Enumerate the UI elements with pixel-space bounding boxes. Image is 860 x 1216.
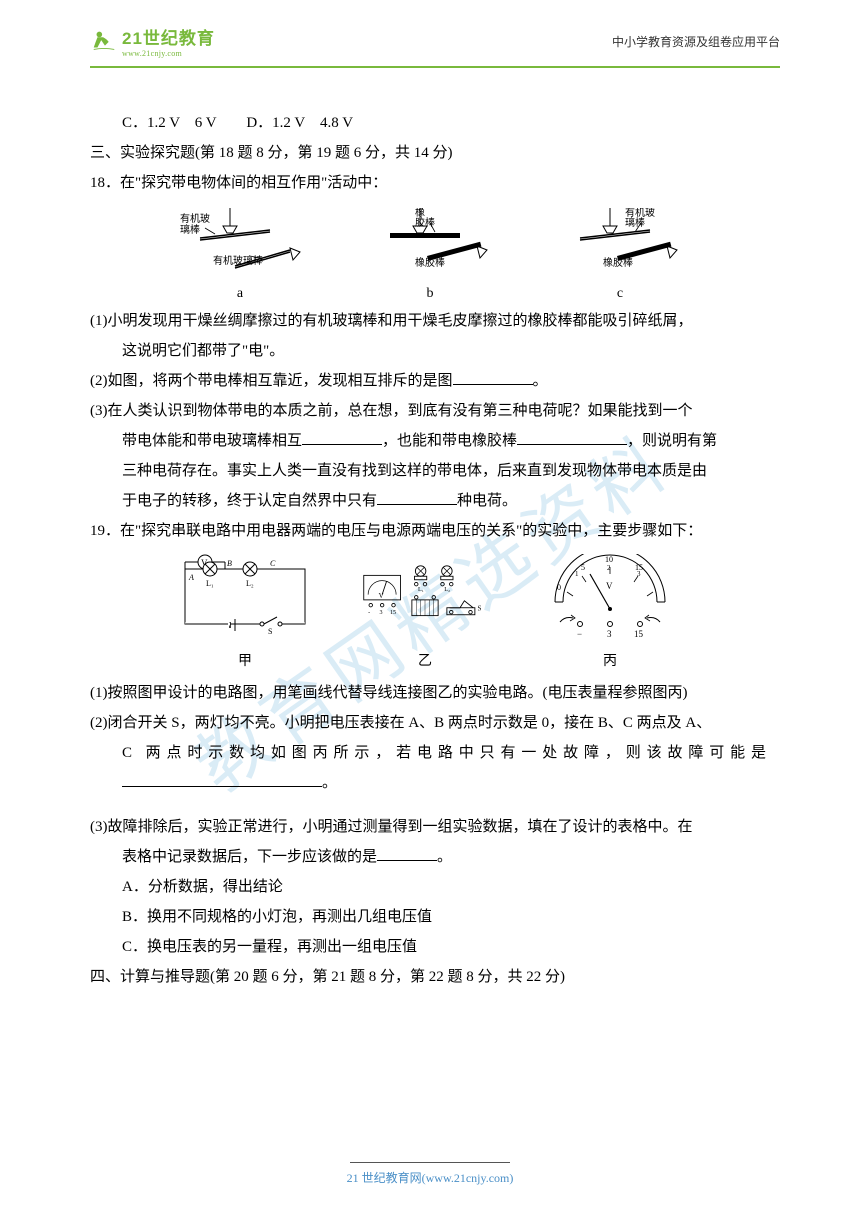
q18-diagram-row: 有机玻 璃棒 有机玻璃棒 a 橡 胶棒 橡胶棒 (90, 208, 770, 302)
q19-2-line1: (2)闭合开关 S，两灯均不亮。小明把电压表接在 A、B 两点时示数是 0，接在… (90, 708, 770, 738)
svg-text:L₂: L₂ (444, 587, 450, 593)
svg-text:橡胶棒: 橡胶棒 (603, 256, 633, 269)
q18-3b-3: ，则说明有第 (627, 433, 717, 449)
q18-2-text-b: 。 (533, 373, 548, 389)
svg-text:V: V (606, 581, 613, 591)
q19-circuit-row: V A L₁ B L₂ C (90, 554, 770, 670)
q19-3-line2: 表格中记录数据后，下一步应该做的是 。 (90, 842, 770, 872)
svg-text:2: 2 (607, 564, 611, 572)
circuit-diagram-jia-icon: V A L₁ B L₂ C (175, 554, 315, 644)
svg-text:0: 0 (557, 583, 561, 592)
q19-2-line2: C 两点时示数均如图丙所示，若电路中只有一处故障，则该故障可能是 (90, 738, 770, 768)
svg-text:-: - (368, 610, 370, 616)
blank-q18-3-3[interactable] (377, 490, 457, 505)
q18-3-line2: 带电体能和带电玻璃棒相互 ，也能和带电橡胶棒 ，则说明有第 (90, 426, 770, 456)
blank-q19-2[interactable] (122, 772, 322, 787)
q18-3d-2: 种电荷。 (457, 493, 517, 509)
q19-opt-c: C．换电压表的另一量程，再测出一组电压值 (90, 932, 770, 962)
blank-q18-3-2[interactable] (517, 430, 627, 445)
section-3-heading: 三、实验探究题(第 18 题 8 分，第 19 题 6 分，共 14 分) (90, 138, 770, 168)
svg-text:S: S (268, 627, 272, 636)
svg-text:A: A (188, 573, 194, 582)
blank-q18-2[interactable] (453, 370, 533, 385)
q19-2c: 。 (322, 775, 337, 791)
circuit-jia-label: 甲 (238, 650, 252, 670)
svg-text:V: V (379, 592, 384, 600)
q18-3-line4: 于电子的转移，终于认定自然界中只有 种电荷。 (90, 486, 770, 516)
q18-3-line3: 三种电荷存在。事实上人类一直没有找到这样的带电体，后来直到发现物体带电本质是由 (90, 456, 770, 486)
circuit-bing: 0 5 1 10 2 15 3 V − 3 15 丙 (535, 554, 685, 670)
svg-text:有机玻: 有机玻 (180, 212, 210, 225)
q18-3-line1: (3)在人类认识到物体带电的本质之前，总在想，到底有没有第三种电荷呢？如果能找到… (90, 396, 770, 426)
logo-section: 21世纪教育 www.21cnjy.com (90, 24, 215, 58)
blank-q18-3-1[interactable] (302, 430, 382, 445)
diagram-18b: 橡 胶棒 橡胶棒 b (365, 208, 495, 302)
logo-main-text: 21世纪教育 (122, 24, 215, 49)
logo-icon (90, 27, 118, 55)
svg-text:3: 3 (637, 570, 641, 578)
svg-text:有机玻璃棒: 有机玻璃棒 (213, 254, 263, 267)
option-line-cd: C．1.2 V 6 V D．1.2 V 4.8 V (90, 108, 770, 138)
circuit-diagram-yi-icon: V - 3 15 L₁ L₂ (355, 554, 495, 644)
svg-text:橡胶棒: 橡胶棒 (415, 256, 445, 269)
diagram-18b-label: b (427, 286, 434, 302)
q18-1-line1: (1)小明发现用干燥丝绸摩擦过的有机玻璃棒和用干燥毛皮摩擦过的橡胶棒都能吸引碎纸… (90, 306, 770, 336)
svg-text:15: 15 (634, 629, 644, 639)
svg-text:L₁: L₁ (418, 587, 424, 593)
circuit-yi: V - 3 15 L₁ L₂ (355, 554, 495, 670)
diagram-18c-label: c (617, 286, 623, 302)
q18-1-line2: 这说明它们都带了"电"。 (90, 336, 770, 366)
svg-text:C: C (270, 559, 276, 568)
footer-text: 21 世纪教育网(www.21cnjy.com) (0, 1169, 860, 1186)
q19-stem: 19．在"探究串联电路中用电器两端的电压与电源两端电压的关系"的实验中，主要步骤… (90, 516, 770, 546)
circuit-yi-label: 乙 (418, 650, 432, 670)
q18-2-text-a: (2)如图，将两个带电棒相互靠近，发现相互排斥的是图 (90, 373, 453, 389)
svg-text:−: − (577, 629, 582, 639)
q19-2-line3: 。 (90, 768, 770, 798)
svg-text:1: 1 (575, 570, 579, 578)
svg-text:3: 3 (607, 629, 612, 639)
page-header: 21世纪教育 www.21cnjy.com 中小学教育资源及组卷应用平台 (90, 0, 780, 68)
footer-divider (350, 1162, 510, 1163)
diagram-18a-label: a (237, 286, 243, 302)
svg-text:3: 3 (380, 610, 383, 616)
svg-text:S: S (478, 604, 482, 612)
svg-text:15: 15 (390, 610, 396, 616)
rod-diagram-b-icon: 橡 胶棒 橡胶棒 (365, 208, 495, 278)
header-platform-text: 中小学教育资源及组卷应用平台 (612, 33, 780, 50)
q19-1-line: (1)按照图甲设计的电路图，用笔画线代替导线连接图乙的实验电路。(电压表量程参照… (90, 678, 770, 708)
q18-3b-2: ，也能和带电橡胶棒 (382, 433, 517, 449)
q18-3d-1: 于电子的转移，终于认定自然界中只有 (122, 493, 377, 509)
q19-opt-a: A．分析数据，得出结论 (90, 872, 770, 902)
q19-3b-1: 表格中记录数据后，下一步应该做的是 (122, 849, 377, 865)
q19-3-line1: (3)故障排除后，实验正常进行，小明通过测量得到一组实验数据，填在了设计的表格中… (90, 812, 770, 842)
page-content: C．1.2 V 6 V D．1.2 V 4.8 V 三、实验探究题(第 18 题… (0, 68, 860, 1012)
section-4-heading: 四、计算与推导题(第 20 题 6 分，第 21 题 8 分，第 22 题 8 … (90, 962, 770, 992)
logo-text: 21世纪教育 www.21cnjy.com (122, 24, 215, 58)
q19-3b-2: 。 (437, 849, 452, 865)
q19-opt-b: B．换用不同规格的小灯泡，再测出几组电压值 (90, 902, 770, 932)
svg-text:10: 10 (605, 555, 613, 564)
svg-text:L₂: L₂ (246, 579, 254, 588)
blank-q19-3[interactable] (377, 846, 437, 861)
circuit-bing-label: 丙 (603, 650, 617, 670)
q18-2-line: (2)如图，将两个带电棒相互靠近，发现相互排斥的是图 。 (90, 366, 770, 396)
circuit-jia: V A L₁ B L₂ C (175, 554, 315, 670)
rod-diagram-a-icon: 有机玻 璃棒 有机玻璃棒 (175, 208, 305, 278)
rod-diagram-c-icon: 有机玻 璃棒 橡胶棒 (555, 208, 685, 278)
spacer (90, 798, 770, 812)
svg-text:5: 5 (581, 563, 585, 572)
diagram-18a: 有机玻 璃棒 有机玻璃棒 a (175, 208, 305, 302)
diagram-18c: 有机玻 璃棒 橡胶棒 c (555, 208, 685, 302)
svg-text:L₁: L₁ (206, 579, 214, 588)
svg-text:璃棒: 璃棒 (625, 216, 645, 229)
svg-text:璃棒: 璃棒 (180, 223, 200, 236)
q18-3b-1: 带电体能和带电玻璃棒相互 (122, 433, 302, 449)
circuit-diagram-bing-icon: 0 5 1 10 2 15 3 V − 3 15 (535, 554, 685, 644)
page-footer: 21 世纪教育网(www.21cnjy.com) (0, 1162, 860, 1186)
svg-text:B: B (227, 559, 232, 568)
logo-sub-text: www.21cnjy.com (122, 49, 215, 58)
q18-stem: 18．在"探究带电物体间的相互作用"活动中： (90, 168, 770, 198)
